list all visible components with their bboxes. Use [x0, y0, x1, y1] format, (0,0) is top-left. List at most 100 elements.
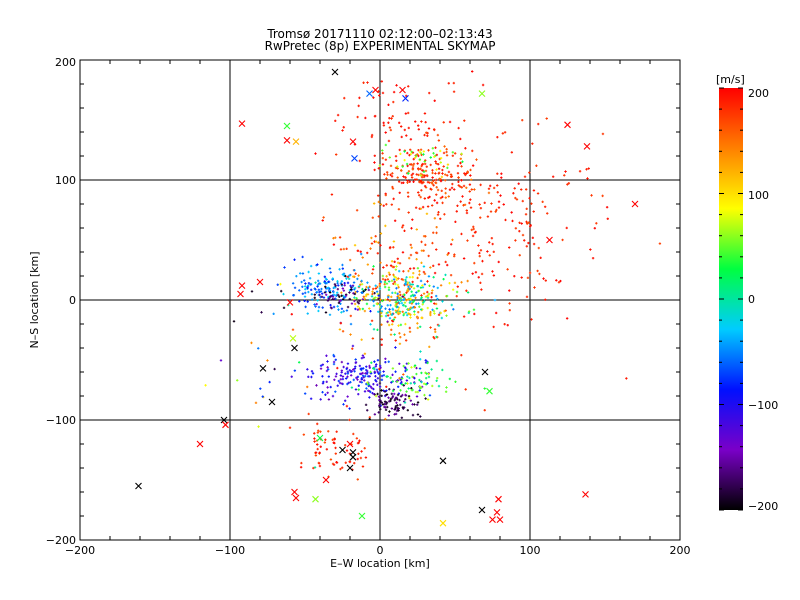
- data-point: [490, 236, 494, 240]
- data-point: [317, 272, 321, 275]
- data-point: [388, 273, 391, 276]
- data-point: [411, 168, 415, 171]
- data-point: [525, 220, 528, 224]
- data-point: [625, 377, 628, 380]
- data-point: [304, 305, 307, 309]
- data-point: [451, 154, 455, 157]
- data-point: [318, 290, 321, 294]
- data-point: [327, 398, 331, 401]
- data-point: [349, 314, 353, 318]
- data-point: [536, 192, 540, 195]
- data-point: [410, 227, 413, 230]
- data-point: [352, 281, 356, 284]
- data-point: [414, 296, 417, 300]
- data-point: [398, 362, 401, 365]
- data-point: [353, 275, 356, 278]
- data-point: [424, 121, 427, 124]
- data-point: [360, 367, 364, 370]
- data-point: [374, 114, 377, 118]
- data-point: [346, 362, 350, 365]
- data-point: [466, 171, 469, 174]
- data-point: [420, 120, 423, 123]
- data-point: [434, 146, 437, 149]
- data-point: [477, 276, 480, 279]
- data-point: [501, 132, 505, 135]
- data-point: [292, 293, 296, 297]
- data-point: [342, 126, 345, 129]
- data-point: [405, 390, 408, 393]
- data-point: [390, 117, 393, 120]
- cross-marker: [238, 120, 246, 127]
- data-point: [389, 264, 393, 267]
- data-point: [349, 381, 352, 384]
- data-point: [356, 290, 359, 293]
- cross-marker: [631, 200, 639, 208]
- data-point: [446, 253, 449, 256]
- data-point: [426, 398, 430, 401]
- data-point: [331, 295, 335, 298]
- data-point: [373, 413, 377, 416]
- data-point: [325, 354, 328, 357]
- data-point: [306, 286, 309, 289]
- data-point: [332, 290, 335, 294]
- data-point: [472, 308, 476, 311]
- data-point: [259, 387, 262, 390]
- data-point: [333, 283, 337, 286]
- data-point: [396, 292, 399, 296]
- data-point: [407, 387, 410, 390]
- x-tick-labels: −200 −100 0 100 200: [65, 544, 691, 557]
- data-point: [437, 263, 441, 266]
- data-point: [532, 189, 536, 192]
- data-point: [360, 372, 363, 376]
- data-point: [384, 408, 388, 412]
- data-point: [361, 287, 364, 291]
- data-point: [355, 209, 359, 212]
- data-point: [524, 213, 528, 216]
- data-point: [410, 388, 413, 392]
- data-point: [395, 159, 398, 162]
- data-point: [426, 280, 429, 283]
- data-point: [436, 286, 439, 290]
- data-point: [314, 451, 318, 454]
- data-point: [333, 286, 336, 289]
- data-point: [307, 290, 310, 294]
- data-point: [441, 300, 444, 303]
- cross-marker: [546, 236, 553, 244]
- data-point: [465, 289, 468, 292]
- data-point: [341, 129, 344, 132]
- data-point: [396, 305, 399, 309]
- data-point: [377, 395, 381, 398]
- data-point: [410, 246, 413, 249]
- data-point: [444, 191, 447, 195]
- data-point: [403, 333, 406, 336]
- data-point: [416, 403, 419, 406]
- data-point: [376, 285, 379, 289]
- data-point: [409, 298, 412, 301]
- data-point: [546, 212, 549, 215]
- data-point: [373, 291, 376, 295]
- cross-marker: [196, 440, 204, 448]
- data-point: [449, 273, 453, 277]
- data-point: [374, 240, 378, 243]
- data-point: [399, 335, 402, 339]
- data-point: [433, 217, 437, 220]
- data-point: [489, 184, 492, 188]
- data-point: [382, 370, 385, 373]
- data-point: [545, 117, 548, 120]
- data-point: [394, 406, 397, 409]
- data-point: [337, 308, 340, 311]
- data-point: [364, 403, 368, 407]
- data-point: [426, 134, 429, 137]
- data-point: [416, 124, 420, 127]
- data-point: [348, 291, 351, 294]
- data-point: [428, 345, 431, 349]
- data-point: [420, 175, 424, 179]
- data-point: [561, 238, 564, 242]
- data-point: [512, 192, 515, 195]
- data-point: [236, 379, 239, 382]
- data-point: [455, 294, 458, 298]
- data-point: [379, 306, 383, 310]
- data-point: [426, 205, 430, 208]
- data-point: [406, 375, 409, 378]
- data-point: [535, 164, 538, 167]
